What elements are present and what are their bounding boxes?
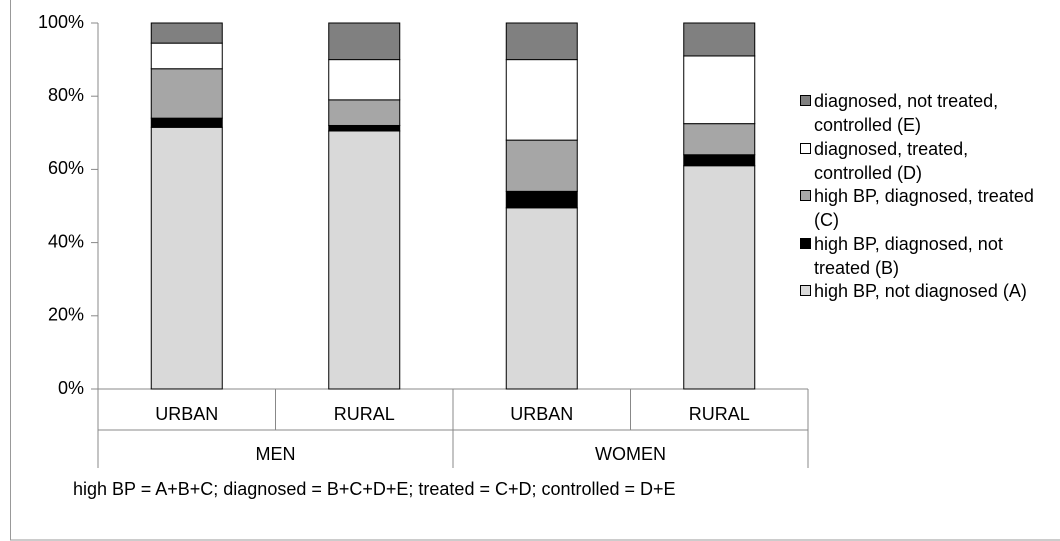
- bar-segment: [683, 154, 756, 167]
- legend-label: high BP, not diagnosed (A): [814, 281, 1027, 301]
- y-tick-label: 40%: [48, 231, 84, 251]
- bar-segment: [505, 207, 578, 390]
- chart-frame: [10, 0, 1060, 541]
- bar-segment: [328, 99, 401, 126]
- legend-label: high BP, diagnosed, treated (C): [814, 186, 1034, 230]
- bar-segment: [328, 59, 401, 101]
- y-tick-label: 100%: [38, 12, 84, 32]
- bar-segment: [683, 123, 756, 156]
- legend-item: diagnosed, not treated, controlled (E): [800, 89, 1050, 137]
- bar-segment: [505, 190, 578, 209]
- bar-segment: [683, 22, 756, 57]
- legend-swatch: [800, 190, 811, 201]
- bar-segment: [505, 59, 578, 141]
- x-tick-label: URBAN: [510, 404, 573, 424]
- legend-item: high BP, diagnosed, not treated (B): [800, 232, 1050, 280]
- group-label: WOMEN: [595, 444, 666, 464]
- y-tick-label: 0%: [58, 378, 84, 398]
- bar-segment: [505, 139, 578, 192]
- x-tick-label: RURAL: [334, 404, 395, 424]
- bar-segment: [150, 22, 223, 44]
- bar-segment: [328, 124, 401, 132]
- legend-swatch: [800, 142, 811, 154]
- x-tick-label: URBAN: [155, 404, 218, 424]
- y-tick-label: 60%: [48, 158, 84, 178]
- legend-label: high BP, diagnosed, not treated (B): [814, 233, 1003, 278]
- group-label: MEN: [256, 444, 296, 464]
- bar-segment: [683, 55, 756, 125]
- legend-label: diagnosed, treated, controlled (D): [814, 138, 969, 183]
- legend-item: high BP, not diagnosed (A): [800, 279, 1050, 303]
- bar-segment: [150, 42, 223, 70]
- bar-segment: [683, 165, 756, 390]
- bar-segment: [150, 68, 223, 119]
- legend-swatch: [800, 285, 811, 296]
- legend-swatch: [800, 237, 811, 249]
- bar-segment: [328, 130, 401, 390]
- legend-swatch: [800, 95, 811, 106]
- x-tick-label: RURAL: [689, 404, 750, 424]
- bar-segment: [505, 22, 578, 61]
- y-tick-label: 80%: [48, 85, 84, 105]
- footnote: high BP = A+B+C; diagnosed = B+C+D+E; tr…: [73, 479, 676, 499]
- bar-segment: [328, 22, 401, 61]
- legend-item: diagnosed, treated, controlled (D): [800, 137, 1050, 185]
- y-tick-label: 20%: [48, 305, 84, 325]
- bar-segment: [150, 126, 223, 390]
- legend-item: high BP, diagnosed, treated (C): [800, 184, 1050, 232]
- bar-segment: [150, 117, 223, 128]
- legend-label: diagnosed, not treated, controlled (E): [814, 91, 999, 135]
